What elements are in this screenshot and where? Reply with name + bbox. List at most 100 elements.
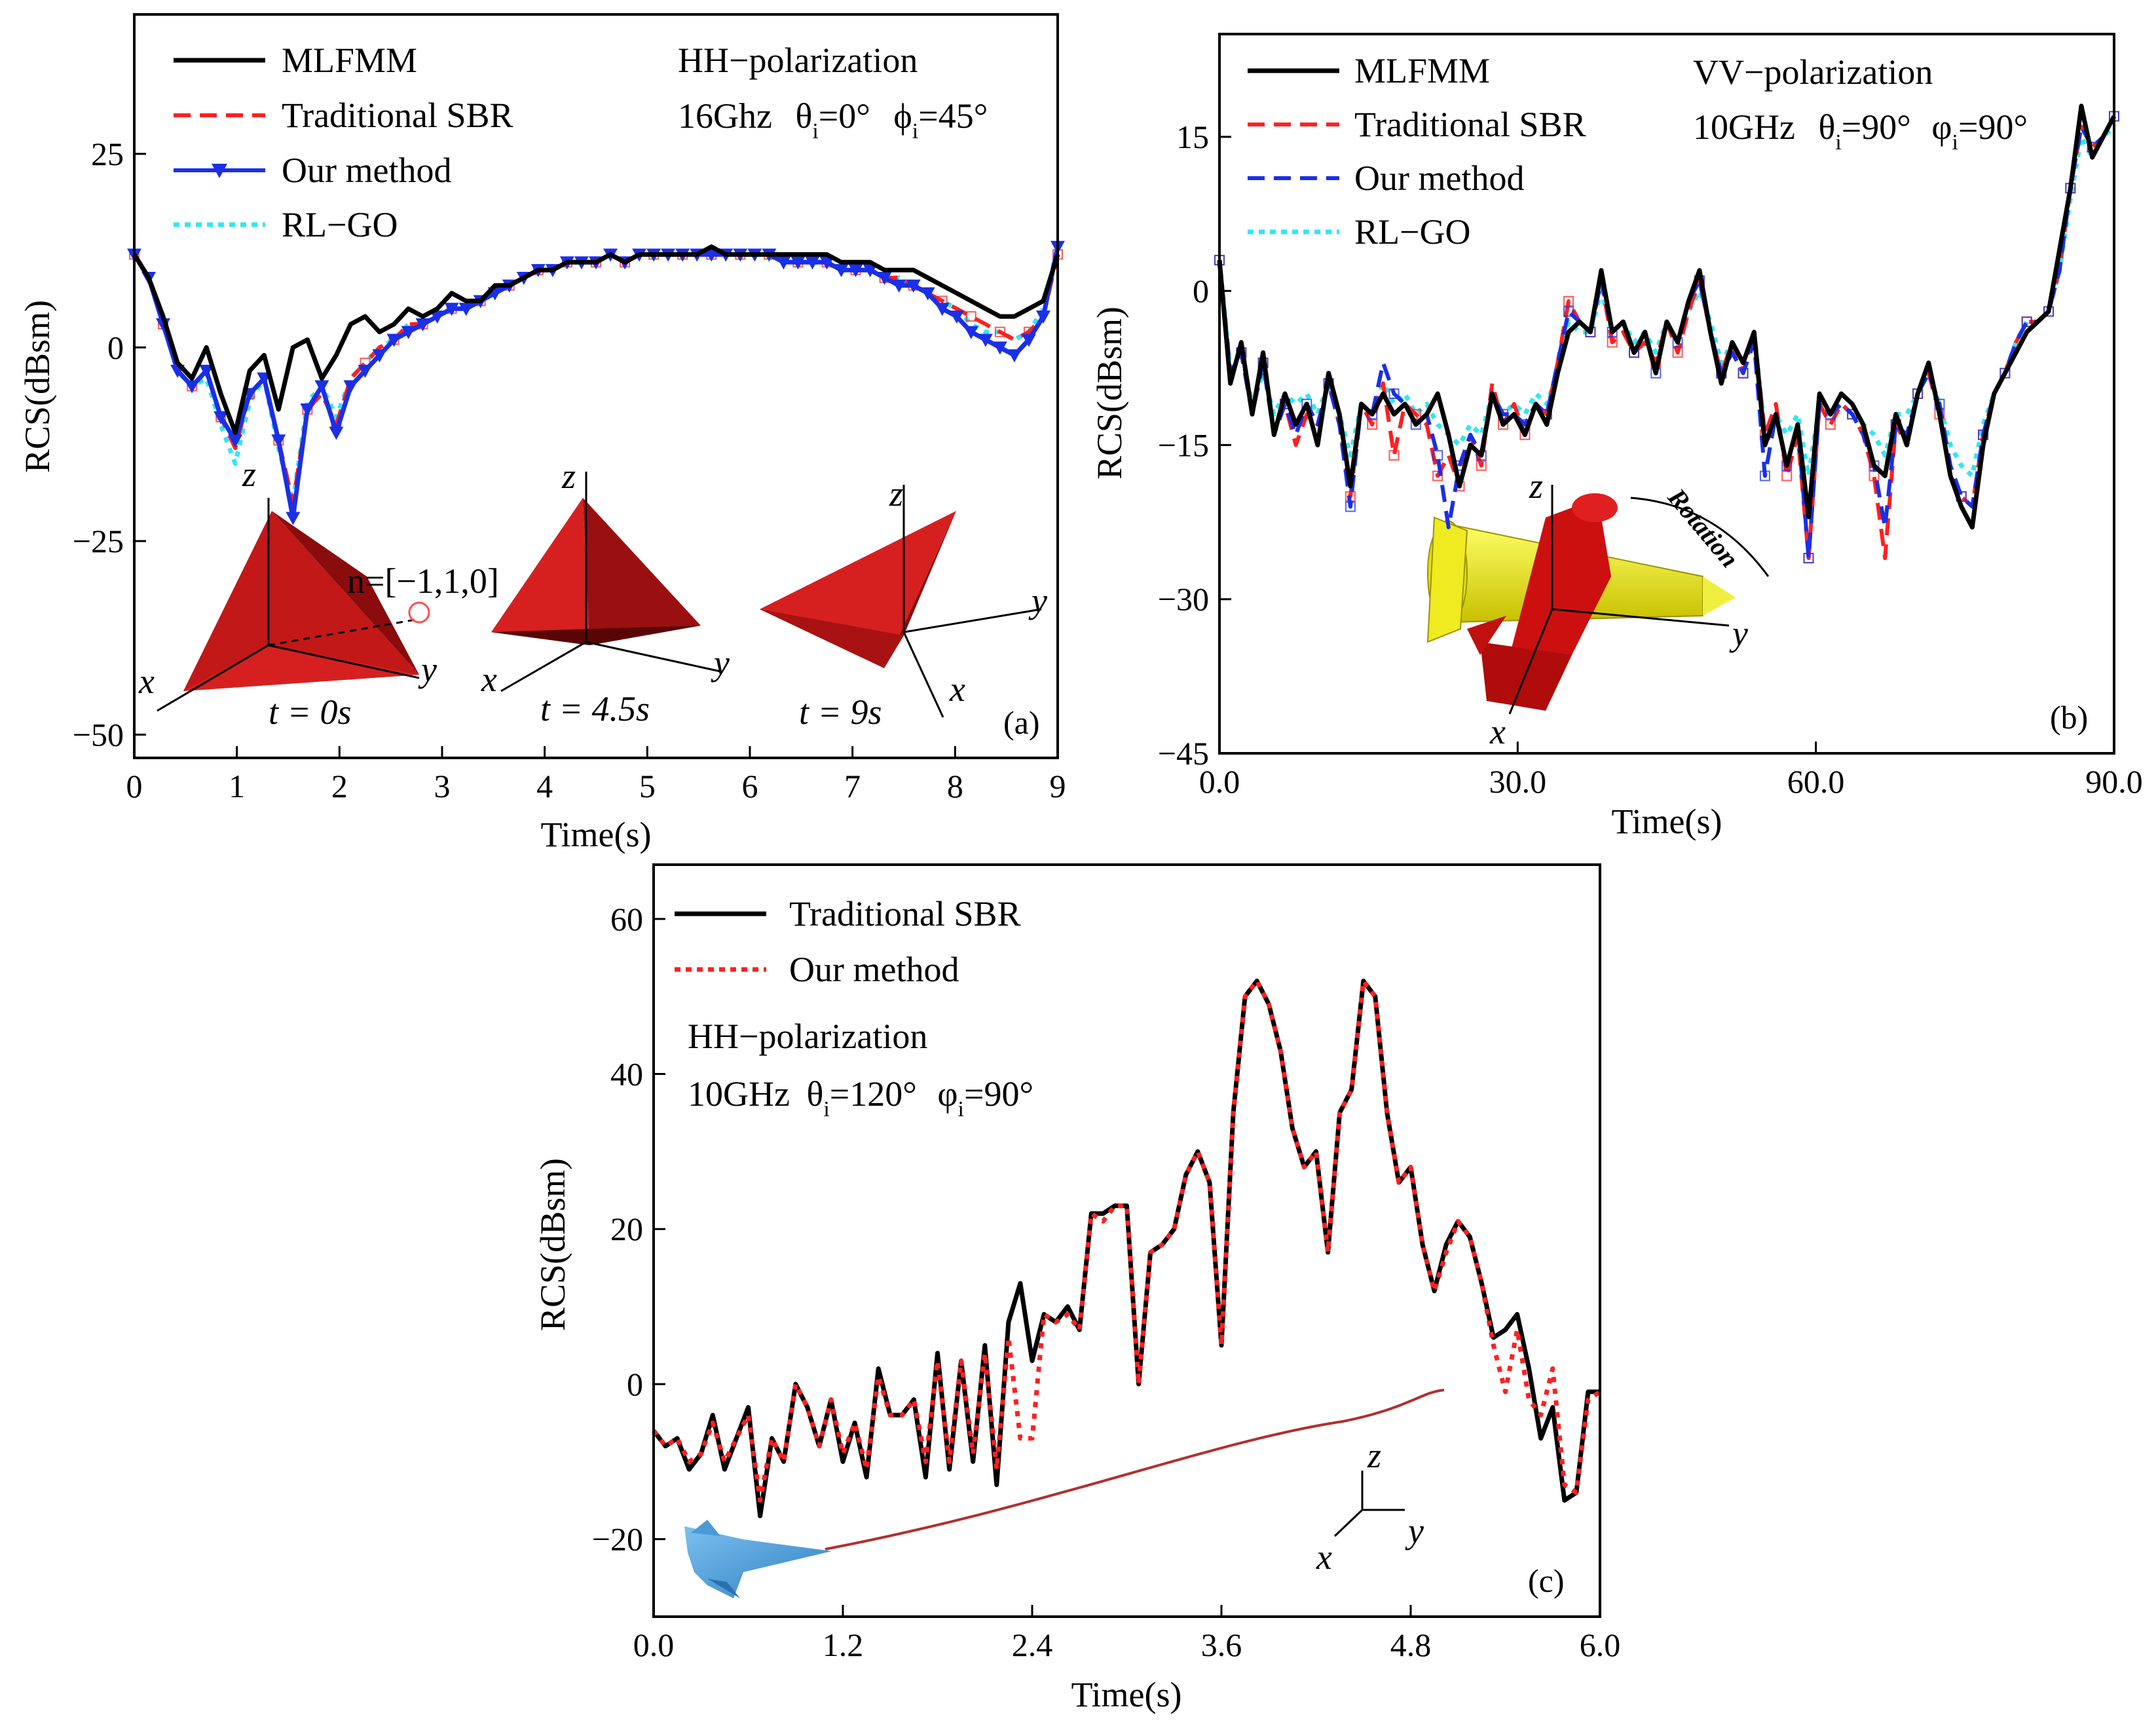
panel-a-theta-val: =0° [819,96,870,136]
panel-a-frequency: 16Ghz [678,96,772,136]
panel-a-theta: θ [795,96,812,136]
panel-a-ylabel: RCS(dBsm) [18,300,57,473]
panel-b-polarization: VV−polarization [1693,52,1933,92]
data-point [1476,460,1487,471]
data-point [963,326,978,339]
panel-b-annotation: VV−polarization 10GHz θi=90° φi=90° [1693,52,2028,155]
trajectory-curve [825,1389,1445,1551]
data-point [1388,450,1400,461]
snapshot-t45: t = 4.5s [540,689,650,728]
panel-b-xticks: 0.0 30.0 60.0 90.0 [1199,742,2143,800]
panel-b-frame [1218,33,2115,755]
y-tick-label: −45 [1158,735,1209,772]
panel-b-theta-sub: i [1835,130,1841,155]
data-point [329,426,344,440]
series-line-our-method [1217,115,2116,560]
panel-a-legend: MLFMM Traditional SBR Our method RL−GO [174,41,513,244]
snapshot-t0: t = 0s [269,692,351,732]
svg-text:z: z [242,455,256,494]
data-point [834,264,849,278]
panel-c-ylabel: RCS(dBsm) [533,1158,572,1331]
svg-text:y: y [1028,581,1047,620]
panel-c-legend: Traditional SBR Our method [675,894,1021,989]
data-point [1759,470,1770,481]
data-point [790,256,806,270]
data-point [1432,450,1443,461]
x-tick-label: 5 [639,768,656,804]
panel-b-phi-val: =90° [1958,107,2028,147]
normal-vector-label: n=[−1,1,0] [347,561,499,601]
x-tick-label: 3.6 [1201,1627,1242,1663]
y-tick-label: 60 [610,901,643,937]
data-point [458,303,474,316]
data-point [228,434,243,448]
panel-c-theta: θ [806,1074,823,1114]
y-tick-label: 40 [610,1056,643,1093]
data-point [214,411,229,424]
legend-b-mlfmm: MLFMM [1354,51,1490,90]
svg-text:10GHz θi=120°: 10GHz θi=120° φi=90° [688,1074,1033,1121]
panel-c-axes-glyph: z y x [1316,1436,1424,1577]
data-point [1563,295,1574,307]
x-tick-label: 1.2 [823,1627,864,1663]
panel-b-label: (b) [2050,699,2088,736]
panel-b: z y x Rotation 0.0 30.0 60.0 90.0 15 0 −15 −30… [1090,33,2143,841]
data-point [1825,419,1836,430]
series-line-rl-go [1217,124,2116,478]
panel-b-xlabel: Time(s) [1611,802,1722,841]
data-point [704,248,719,262]
panel-c-phi-sub: i [958,1097,964,1121]
panel-c-phi: φ [937,1074,957,1114]
panel-b-phi: φ [1931,107,1952,147]
svg-text:z: z [1367,1436,1381,1475]
data-point [992,341,1007,355]
panel-a-phi: ϕ [893,96,912,136]
x-tick-label: 6 [742,768,758,804]
legend-b-our: Our method [1354,159,1524,198]
y-tick-label: −15 [1158,426,1209,463]
panel-a-phi-val: =45° [918,96,988,136]
svg-text:x: x [1489,712,1506,751]
panel-a-yticks: 25 0 −25 −50 [73,136,146,753]
svg-text:x: x [481,660,497,699]
y-tick-label: 0 [107,329,124,366]
x-tick-label: 60.0 [1787,763,1845,800]
data-point [300,403,315,417]
svg-text:x: x [949,669,965,709]
panel-c-polarization: HH−polarization [688,1017,927,1056]
panel-a-theta-sub: i [812,119,818,143]
data-point [401,326,416,339]
legend-a-mlfmm: MLFMM [282,41,417,80]
panel-c-label: (c) [1528,1562,1565,1599]
data-point [1432,470,1443,481]
data-point [805,256,820,270]
data-point [819,256,834,270]
x-tick-label: 3 [434,768,451,804]
rotation-label: Rotation [1662,482,1745,573]
data-point [1563,306,1574,317]
panel-c-theta-sub: i [823,1097,829,1121]
svg-text:x: x [138,662,155,701]
snapshot-t9: t = 9s [799,692,882,732]
series-line-traditional-sbr [652,979,1600,1518]
legend-c-sbr: Traditional SBR [789,894,1021,933]
data-point [978,333,993,347]
panel-b-theta-val: =90° [1842,107,1911,147]
data-point [1738,367,1749,379]
data-point [949,310,964,324]
series-line-mlfmm [132,244,1060,435]
svg-text:z: z [889,474,903,514]
data-point [935,303,950,316]
data-point [343,380,358,394]
data-point [994,326,1005,337]
x-tick-label: 0.0 [633,1627,675,1663]
y-tick-label: −50 [73,717,124,753]
legend-b-rlgo: RL−GO [1354,212,1470,252]
data-point [1803,552,1814,563]
svg-text:y: y [1405,1511,1424,1551]
missile-illustration: z y x Rotation [1426,466,1770,751]
panel-c-xlabel: Time(s) [1071,1675,1181,1714]
panel-c-yticks: 60 40 20 0 −20 [592,901,665,1558]
y-tick-label: 0 [1193,273,1209,309]
